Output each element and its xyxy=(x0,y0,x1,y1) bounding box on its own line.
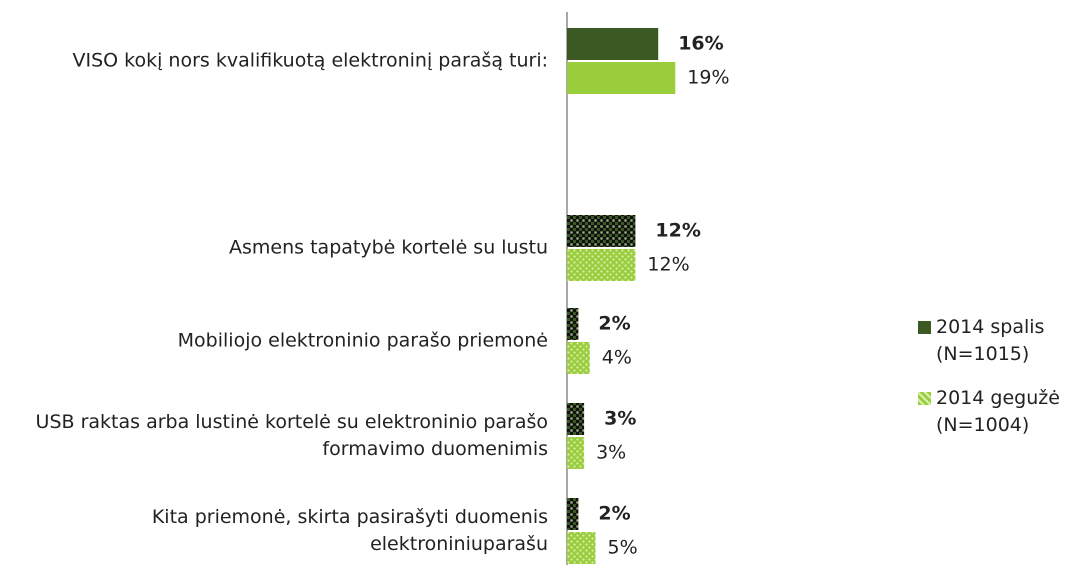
value-label: 2% xyxy=(598,503,630,525)
bar xyxy=(567,437,585,469)
value-label: 12% xyxy=(647,254,689,276)
bar xyxy=(567,215,636,247)
value-label: 3% xyxy=(604,408,636,430)
bar xyxy=(567,62,676,94)
legend-swatch xyxy=(918,321,931,334)
legend-swatch xyxy=(918,392,931,405)
bar xyxy=(567,532,596,564)
value-label: 3% xyxy=(596,442,626,464)
value-label: 12% xyxy=(655,220,700,242)
category-label: Asmens tapatybė kortelė su lustu xyxy=(229,236,548,259)
bar xyxy=(567,498,579,530)
value-label: 5% xyxy=(608,537,638,559)
legend-label: 2014 gegužė (N=1004) xyxy=(936,387,1060,436)
bar xyxy=(567,28,659,60)
category-label: Mobiliojo elektroninio parašo priemonė xyxy=(177,329,548,352)
legend-label: 2014 spalis (N=1015) xyxy=(936,316,1045,365)
bar xyxy=(567,249,636,281)
category-label: VISO kokį nors kvalifikuotą elektroninį … xyxy=(72,49,548,72)
value-label: 16% xyxy=(678,33,723,55)
bar xyxy=(567,342,590,374)
category-label: Kita priemonė, skirta pasirašyti duomeni… xyxy=(151,506,548,555)
bar xyxy=(567,403,585,435)
value-label: 19% xyxy=(687,67,729,89)
value-label: 4% xyxy=(602,347,632,369)
category-label: USB raktas arba lustinė kortelė su elekt… xyxy=(35,411,548,460)
bar xyxy=(567,308,579,340)
value-label: 2% xyxy=(598,313,630,335)
